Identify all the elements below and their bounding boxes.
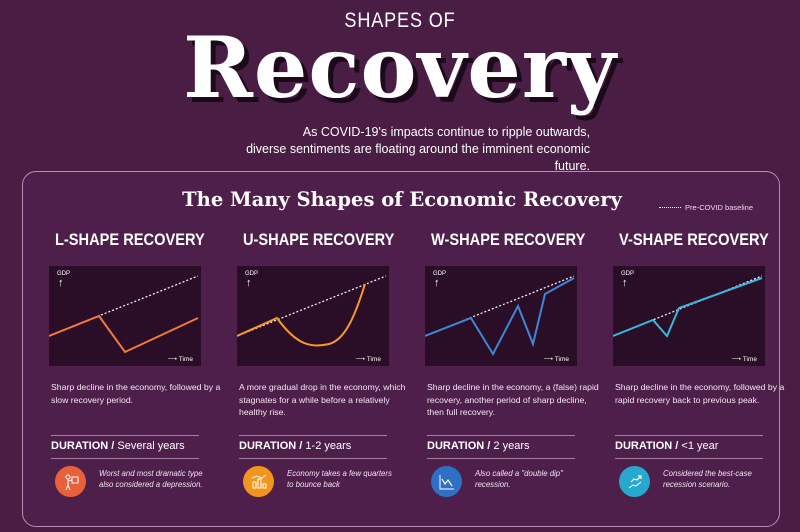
person-sign-icon: [55, 466, 86, 497]
u-shape-title: U-SHAPE RECOVERY: [243, 230, 395, 249]
v-shape-note: Considered the best-case recession scena…: [663, 469, 752, 489]
l-shape-duration: DURATION / Several years: [51, 440, 185, 452]
w-shape-plot: [425, 275, 575, 357]
w-shape-note: Also called a "double dip" recession.: [475, 469, 563, 489]
w-shape-column: W-SHAPE RECOVERY GDP ↑ ⟶ Time Sharp decl…: [425, 230, 599, 497]
hand-growth-icon: [619, 466, 650, 497]
u-shape-note: Economy takes a few quarters to bounce b…: [287, 469, 392, 489]
v-shape-title: V-SHAPE RECOVERY: [619, 230, 769, 249]
time-axis-label: ⟶ Time: [355, 356, 381, 363]
divider: [51, 458, 199, 459]
baseline-legend: Pre-COVID baseline: [659, 203, 753, 212]
shapes-panel: The Many Shapes of Economic Recovery Pre…: [22, 171, 784, 527]
divider: [427, 435, 575, 436]
w-shape-line: [425, 277, 575, 357]
divider: [239, 435, 387, 436]
gdp-axis-label: GDP: [245, 271, 259, 277]
l-shape-plot: [49, 275, 199, 354]
time-axis-label: ⟶ Time: [731, 356, 757, 363]
divider: [615, 435, 763, 436]
u-shape-column: U-SHAPE RECOVERY GDP ↑ ⟶ Time A more gra…: [237, 230, 411, 497]
v-shape-column: V-SHAPE RECOVERY GDP ↑ ⟶ Time Sharp decl…: [613, 230, 787, 497]
intro-text: As COVID-19's impacts continue to ripple…: [210, 124, 590, 175]
dotted-line-icon: [659, 207, 682, 208]
w-shape-chart: GDP ↑ ⟶ Time: [425, 266, 577, 366]
trend-chart-icon: [431, 466, 462, 497]
intro-line-2: diverse sentiments are floating around t…: [246, 142, 590, 173]
page-title: Recovery: [183, 18, 617, 117]
panel-title: The Many Shapes of Economic Recovery: [182, 188, 622, 211]
gdp-axis-label: GDP: [433, 271, 447, 277]
baseline-line: [425, 275, 575, 337]
time-axis-label: ⟶ Time: [543, 356, 569, 363]
divider: [51, 435, 199, 436]
up-arrow-icon: ↑: [622, 277, 628, 289]
l-shape-chart: GDP ↑ ⟶ Time: [49, 266, 201, 366]
divider: [239, 458, 387, 459]
l-shape-column: L-SHAPE RECOVERY GDP ↑ ⟶ Time Sharp decl…: [49, 230, 223, 497]
w-shape-description: Sharp decline in the economy, a (false) …: [427, 382, 599, 417]
v-shape-duration: DURATION / <1 year: [615, 440, 719, 452]
divider: [427, 458, 575, 459]
baseline-line: [237, 275, 387, 337]
u-shape-line: [237, 283, 366, 347]
u-shape-duration: DURATION / 1-2 years: [239, 440, 352, 452]
l-shape-line: [49, 314, 199, 354]
w-shape-title: W-SHAPE RECOVERY: [431, 230, 586, 249]
legend-label: Pre-COVID baseline: [685, 203, 753, 212]
gdp-axis-label: GDP: [621, 271, 635, 277]
gdp-axis-label: GDP: [57, 271, 71, 277]
header-kicker: SHAPES OF: [344, 9, 456, 32]
up-arrow-icon: ↑: [434, 277, 440, 289]
u-shape-plot: [237, 275, 387, 347]
w-shape-duration: DURATION / 2 years: [427, 440, 530, 452]
baseline-line: [49, 275, 199, 337]
time-axis-label: ⟶ Time: [167, 356, 193, 363]
up-arrow-icon: ↑: [58, 277, 64, 289]
chart-building-icon: [243, 466, 274, 497]
u-shape-description: A more gradual drop in the economy, whic…: [239, 382, 406, 417]
v-shape-line: [613, 277, 763, 338]
l-shape-title: L-SHAPE RECOVERY: [55, 230, 205, 249]
up-arrow-icon: ↑: [246, 277, 252, 289]
l-shape-note: Worst and most dramatic type also consid…: [99, 469, 203, 489]
divider: [615, 458, 763, 459]
v-shape-chart: GDP ↑ ⟶ Time: [613, 266, 765, 366]
u-shape-chart: GDP ↑ ⟶ Time: [237, 266, 389, 366]
intro-line-1: As COVID-19's impacts continue to ripple…: [302, 125, 590, 139]
v-shape-plot: [613, 275, 763, 338]
l-shape-description: Sharp decline in the economy, followed b…: [51, 382, 221, 405]
v-shape-description: Sharp decline in the economy, followed b…: [615, 382, 785, 405]
